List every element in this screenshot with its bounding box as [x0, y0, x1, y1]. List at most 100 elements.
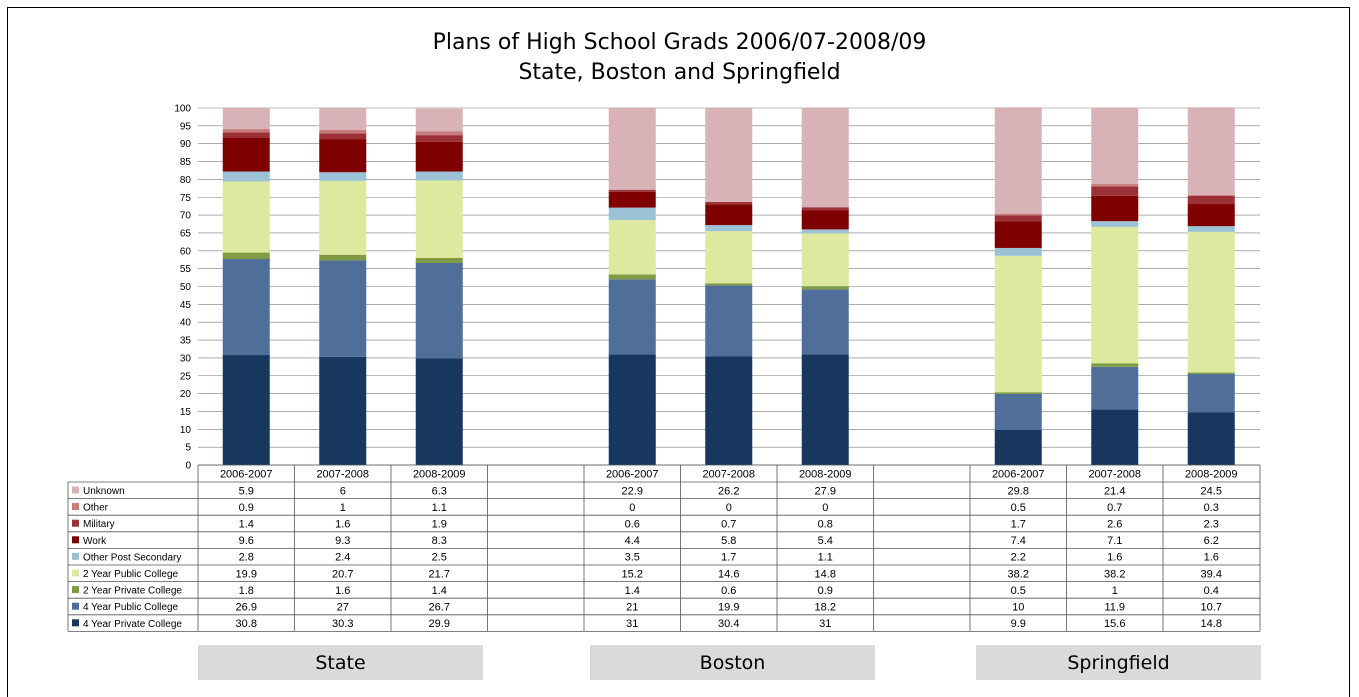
data-label-unknown: 24.5 — [1201, 485, 1222, 497]
data-label-other-post-secondary: 2.2 — [1011, 552, 1026, 564]
data-label-2-year-private-college: 0.9 — [818, 585, 833, 597]
bar-segment-state-2008-2009-2-year-public-college — [415, 180, 463, 258]
x-tick-label-springfield: 2006-2007 — [992, 469, 1045, 481]
bar-segment-state-2008-2009-4-year-public-college — [415, 262, 463, 359]
legend-label-military: Military — [83, 519, 115, 530]
bar-segment-boston-2006-2007-work — [608, 191, 656, 208]
y-tick-label: 30 — [180, 353, 192, 364]
bar-segment-state-2007-2008-other — [319, 129, 367, 134]
data-label-unknown: 6.3 — [432, 485, 447, 497]
y-tick-label: 95 — [180, 121, 192, 132]
y-tick-label: 25 — [180, 371, 192, 382]
data-label-other: 0.3 — [1204, 502, 1219, 514]
data-label-military: 2.3 — [1204, 519, 1219, 531]
bar-segment-springfield-2008-2009-4-year-private-college — [1187, 412, 1235, 465]
data-label-2-year-public-college: 14.8 — [815, 568, 836, 580]
data-label-unknown: 21.4 — [1104, 485, 1125, 497]
bar-segment-state-2006-2007-2-year-private-college — [222, 252, 270, 260]
bar-segment-springfield-2007-2008-unknown — [1091, 107, 1139, 185]
y-tick-label: 5 — [185, 443, 191, 454]
bar-segment-boston-2006-2007-unknown — [608, 108, 656, 190]
data-label-work: 4.4 — [625, 535, 640, 547]
bar-segment-state-2006-2007-other — [222, 129, 270, 133]
legend-label-4-year-private-college: 4 Year Private College — [83, 619, 182, 630]
data-label-2-year-public-college: 14.6 — [718, 568, 739, 580]
data-label-other: 0.9 — [239, 502, 254, 514]
data-label-military: 0.8 — [818, 519, 833, 531]
data-label-other: 0.7 — [1107, 502, 1122, 514]
data-label-4-year-private-college: 30.4 — [718, 618, 739, 630]
bar-segment-springfield-2007-2008-other-post-secondary — [1091, 221, 1139, 227]
data-label-4-year-public-college: 11.9 — [1104, 602, 1125, 614]
bar-segment-state-2008-2009-unknown — [415, 108, 463, 132]
bar-segment-springfield-2006-2007-military — [994, 215, 1042, 222]
legend-label-4-year-public-college: 4 Year Public College — [83, 602, 179, 613]
legend-swatch-military — [72, 519, 79, 527]
bar-segment-boston-2008-2009-unknown — [801, 107, 849, 208]
data-label-work: 9.3 — [335, 535, 350, 547]
data-label-work: 6.2 — [1204, 535, 1219, 547]
group-label-state: State — [198, 645, 483, 680]
data-label-4-year-public-college: 21 — [626, 602, 638, 614]
data-label-other: 0 — [726, 502, 732, 514]
bar-segment-state-2006-2007-4-year-public-college — [222, 259, 270, 356]
bar-segment-springfield-2008-2009-unknown — [1187, 107, 1235, 195]
data-label-unknown: 6 — [340, 485, 346, 497]
data-label-military: 1.9 — [432, 519, 447, 531]
bar-segment-state-2007-2008-military — [319, 133, 367, 140]
y-tick-label: 35 — [180, 336, 192, 347]
y-tick-label: 20 — [180, 389, 192, 400]
data-label-2-year-public-college: 38.2 — [1008, 568, 1029, 580]
y-tick-label: 0 — [185, 461, 191, 472]
bar-segment-springfield-2006-2007-other-post-secondary — [994, 247, 1042, 256]
data-label-other: 1.1 — [432, 502, 447, 514]
y-tick-label: 90 — [180, 139, 192, 150]
data-label-2-year-private-college: 0.6 — [721, 585, 736, 597]
data-label-unknown: 5.9 — [239, 485, 254, 497]
bar-segment-springfield-2006-2007-other — [994, 213, 1042, 216]
bar-segment-boston-2008-2009-4-year-private-college — [801, 354, 849, 465]
bar-segment-state-2007-2008-2-year-private-college — [319, 254, 367, 261]
chart-title: Plans of High School Grads 2006/07-2008/… — [432, 30, 927, 55]
data-label-4-year-public-college: 19.9 — [718, 602, 739, 614]
group-label-springfield: Springfield — [976, 645, 1261, 680]
data-label-work: 8.3 — [432, 535, 447, 547]
data-label-other: 0.5 — [1011, 502, 1026, 514]
data-label-military: 1.7 — [1011, 519, 1026, 531]
y-tick-label: 80 — [180, 175, 192, 186]
data-label-2-year-private-college: 1.6 — [335, 585, 350, 597]
bar-segment-boston-2007-2008-other-post-secondary — [705, 225, 753, 232]
bar-segment-boston-2006-2007-2-year-public-college — [608, 220, 656, 275]
legend-label-2-year-private-college: 2 Year Private College — [83, 586, 182, 597]
data-label-other-post-secondary: 1.7 — [721, 552, 736, 564]
bar-segment-boston-2006-2007-4-year-public-college — [608, 279, 656, 355]
bar-segment-springfield-2008-2009-work — [1187, 204, 1235, 227]
data-label-4-year-public-college: 26.9 — [236, 602, 257, 614]
bar-segment-state-2006-2007-4-year-private-college — [222, 355, 270, 465]
bar-segment-springfield-2006-2007-2-year-public-college — [994, 255, 1042, 393]
bar-segment-state-2006-2007-unknown — [222, 108, 270, 130]
data-label-4-year-private-college: 31 — [819, 618, 831, 630]
bar-segment-boston-2008-2009-other-post-secondary — [801, 229, 849, 234]
bar-segment-springfield-2006-2007-4-year-private-college — [994, 429, 1042, 465]
y-tick-label: 45 — [180, 300, 192, 311]
bar-segment-springfield-2007-2008-4-year-public-college — [1091, 366, 1139, 410]
data-label-2-year-private-college: 0.4 — [1204, 585, 1219, 597]
y-tick-label: 10 — [180, 425, 192, 436]
x-tick-label-boston: 2007-2008 — [702, 469, 755, 481]
legend-swatch-4-year-private-college — [72, 619, 79, 627]
y-tick-label: 100 — [174, 104, 191, 115]
legend-label-work: Work — [83, 536, 107, 547]
data-label-4-year-public-college: 27 — [337, 602, 349, 614]
data-label-military: 2.6 — [1107, 519, 1122, 531]
data-label-4-year-public-college: 10.7 — [1201, 602, 1222, 614]
data-label-other: 0 — [822, 502, 828, 514]
data-label-2-year-public-college: 19.9 — [236, 568, 257, 580]
x-tick-label-boston: 2006-2007 — [606, 469, 659, 481]
legend-swatch-4-year-public-college — [72, 602, 79, 610]
data-label-unknown: 29.8 — [1008, 485, 1029, 497]
data-label-2-year-private-college: 1.4 — [625, 585, 640, 597]
bar-segment-springfield-2006-2007-2-year-private-college — [994, 392, 1042, 394]
bar-segment-boston-2007-2008-work — [705, 204, 753, 226]
y-tick-label: 70 — [180, 211, 192, 222]
